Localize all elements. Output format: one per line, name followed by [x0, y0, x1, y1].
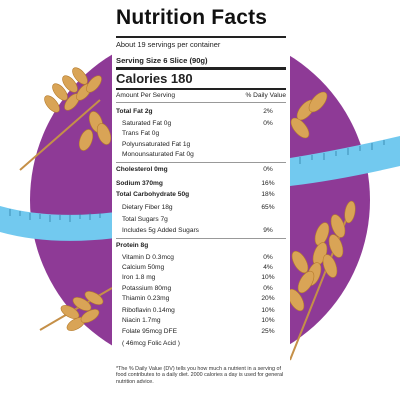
nutrient-name: Vitamin D 0.3mcg — [122, 254, 174, 261]
nutrient-name: Riboflavin 0.14mg — [122, 307, 175, 314]
nutrient-daily-value: 18% — [261, 191, 275, 198]
nutrient-daily-value: 16% — [261, 180, 275, 187]
nutrient-daily-value: 25% — [261, 328, 275, 335]
serving-size: Serving Size 6 Slice (90g) — [116, 56, 208, 65]
nutrient-daily-value: 10% — [261, 317, 275, 324]
nutrient-name: Total Carbohydrate 50g — [116, 191, 190, 198]
footnote: *The % Daily Value (DV) tells you how mu… — [116, 366, 284, 385]
amount-per-serving: Amount Per Serving — [116, 92, 176, 99]
nutrient-name: Protein 8g — [116, 242, 149, 249]
nutrient-name: Folate 95mcg DFE — [122, 328, 177, 335]
calories-rule — [116, 88, 286, 90]
wheat-bottom-left — [39, 287, 113, 331]
nutrient-name: Monounsaturated Fat 0g — [122, 151, 194, 158]
wheat-right — [287, 91, 356, 361]
nutrient-name: Calcium 50mg — [122, 264, 165, 271]
nutrient-name: Polyunsaturated Fat 1g — [122, 141, 191, 148]
nutrient-name: Iron 1.8 mg — [122, 274, 156, 281]
nutrient-daily-value: 10% — [261, 274, 275, 281]
nutrient-name: Potassium 80mg — [122, 285, 172, 292]
header-rule — [116, 102, 286, 103]
nutrient-daily-value: 0% — [263, 254, 273, 261]
title-rule — [116, 36, 286, 38]
nutrient-daily-value: 0% — [263, 120, 273, 127]
section-rule — [116, 162, 286, 163]
nutrient-name: Includes 5g Added Sugars — [122, 227, 199, 234]
nutrient-daily-value: 0% — [263, 166, 273, 173]
nutrient-daily-value: 9% — [263, 227, 273, 234]
label-title: Nutrition Facts — [116, 6, 268, 29]
nutrient-daily-value: 0% — [263, 285, 273, 292]
nutrient-name: Saturated Fat 0g — [122, 120, 172, 127]
nutrient-name: Sodium 370mg — [116, 180, 163, 187]
nutrient-name: Total Fat 2g — [116, 108, 153, 115]
daily-value-header: % Daily Value — [245, 92, 286, 99]
nutrient-name: Trans Fat 0g — [122, 130, 160, 137]
nutrient-daily-value: 65% — [261, 204, 275, 211]
serving-rule — [116, 67, 286, 70]
calories: Calories 180 — [116, 71, 193, 86]
nutrient-daily-value: 4% — [263, 264, 273, 271]
nutrient-name: Dietary Fiber 18g — [122, 204, 173, 211]
wheat-top-left — [19, 67, 112, 171]
nutrient-daily-value: 20% — [261, 295, 275, 302]
nutrient-daily-value: 10% — [261, 307, 275, 314]
nutrient-name: Total Sugars 7g — [122, 216, 168, 223]
nutrient-name: Thiamin 0.23mg — [122, 295, 170, 302]
measuring-tape-right — [290, 136, 400, 186]
nutrient-daily-value: 2% — [263, 108, 273, 115]
nutrient-name: Cholesterol 0mg — [116, 166, 168, 173]
nutrient-name: ( 46mcg Folic Acid ) — [122, 340, 180, 347]
servings-per-container: About 19 servings per container — [116, 40, 221, 49]
nutrition-label-panel — [112, 6, 290, 396]
nutrient-name: Niacin 1.7mg — [122, 317, 161, 324]
measuring-tape-left — [0, 206, 116, 241]
section-rule — [116, 238, 286, 239]
